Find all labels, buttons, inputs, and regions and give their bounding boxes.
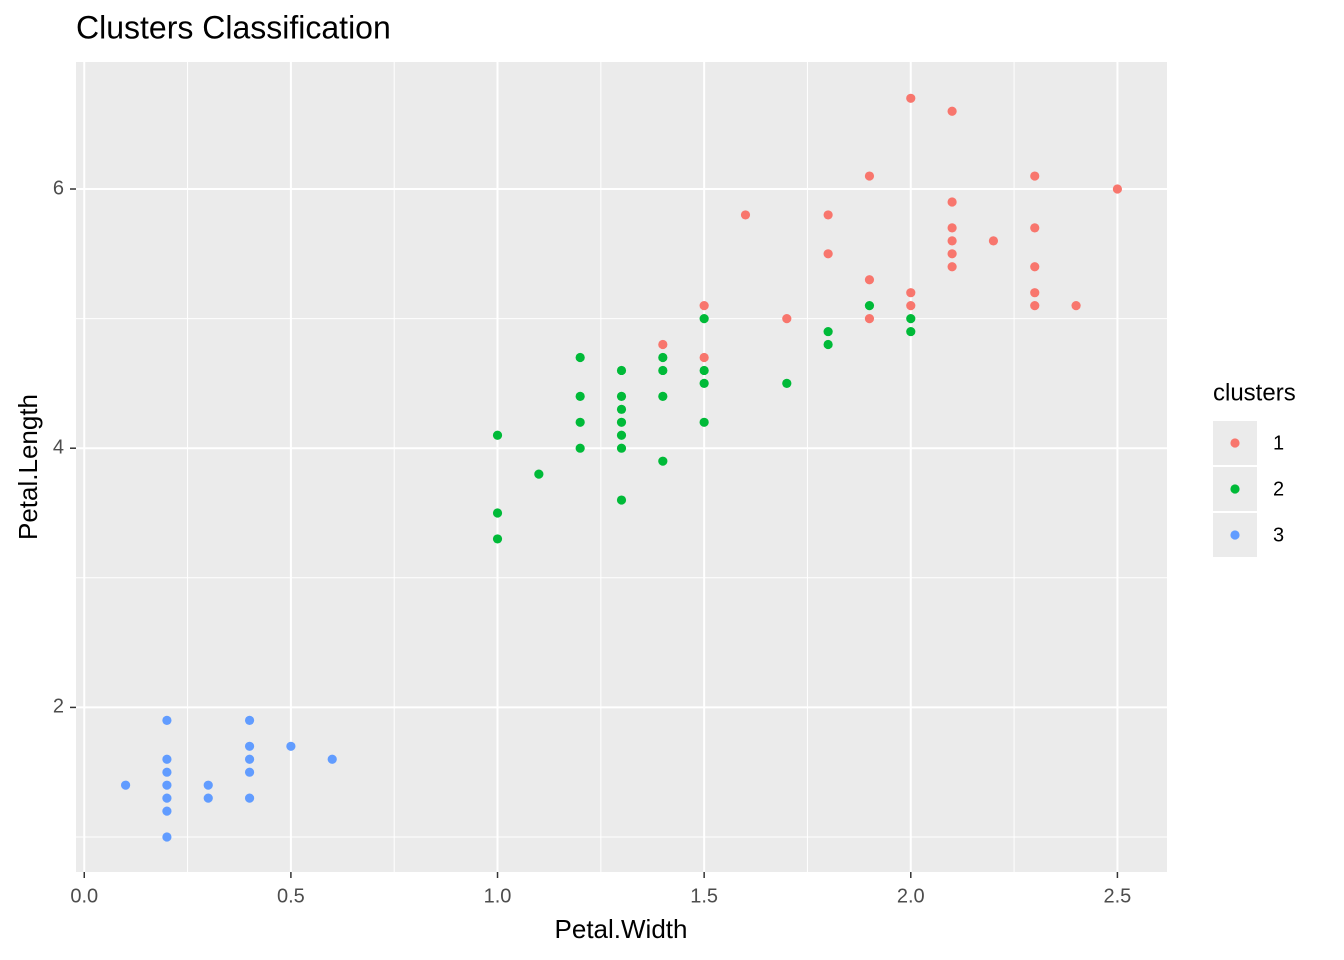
x-tick-label: 2.5: [1104, 885, 1132, 907]
point: [162, 715, 172, 725]
point: [699, 378, 709, 389]
point: [906, 326, 916, 337]
point: [864, 301, 875, 311]
point: [658, 391, 668, 401]
point: [492, 534, 503, 544]
point: [162, 832, 172, 842]
point: [492, 430, 503, 440]
point: [658, 456, 668, 466]
point: [823, 339, 833, 350]
point: [782, 378, 792, 389]
x-axis-title: Petal.Width: [555, 914, 688, 944]
point: [699, 417, 709, 427]
point: [1030, 288, 1040, 298]
point: [616, 365, 627, 376]
point: [658, 352, 668, 363]
point: [1112, 184, 1123, 194]
point: [575, 443, 585, 453]
point: [699, 352, 709, 363]
point: [1071, 301, 1081, 311]
legend-label: 1: [1273, 432, 1284, 454]
plot-panel: [76, 62, 1167, 872]
point: [162, 793, 172, 803]
point: [244, 767, 255, 777]
point: [823, 249, 833, 259]
point: [286, 741, 296, 751]
legend-title: clusters: [1213, 379, 1296, 406]
point: [575, 352, 585, 363]
point: [575, 391, 585, 401]
point: [864, 275, 875, 285]
point: [162, 754, 172, 764]
point: [534, 469, 544, 479]
x-tick-label: 2.0: [897, 885, 925, 907]
point: [823, 210, 833, 220]
point: [162, 806, 172, 816]
point: [947, 262, 957, 272]
point: [616, 443, 627, 453]
point: [492, 508, 503, 518]
point: [244, 715, 255, 725]
legend-label: 2: [1273, 478, 1284, 500]
legend-marker: [1230, 438, 1240, 448]
point: [740, 210, 751, 220]
legend-marker: [1230, 484, 1240, 494]
point: [947, 106, 957, 116]
point: [864, 171, 875, 181]
point: [782, 314, 792, 324]
point: [616, 404, 627, 414]
point: [244, 754, 255, 764]
x-tick-label: 1.5: [690, 885, 718, 907]
legend-label: 3: [1273, 524, 1284, 546]
point: [1030, 301, 1040, 311]
point: [906, 288, 916, 298]
point: [203, 793, 213, 803]
x-tick-label: 0.0: [70, 885, 98, 907]
point: [658, 339, 668, 350]
point: [1030, 171, 1040, 181]
point: [162, 767, 172, 777]
point: [823, 326, 833, 337]
point: [947, 236, 957, 246]
point: [988, 236, 999, 246]
point: [947, 249, 957, 259]
y-tick-label: 2: [53, 696, 64, 718]
point: [864, 314, 875, 324]
point: [1030, 223, 1040, 233]
point: [244, 741, 255, 751]
point: [699, 301, 709, 311]
point: [658, 365, 668, 376]
y-tick-label: 6: [53, 177, 64, 199]
point: [120, 780, 131, 790]
y-tick-label: 4: [53, 436, 64, 458]
point: [203, 780, 213, 790]
point: [616, 430, 627, 440]
point: [699, 314, 709, 324]
x-tick-label: 0.5: [277, 885, 305, 907]
point: [906, 301, 916, 311]
point: [906, 93, 916, 103]
point: [244, 793, 255, 803]
point: [616, 417, 627, 427]
point: [906, 314, 916, 324]
point: [699, 365, 709, 376]
point: [616, 495, 627, 505]
chart-title: Clusters Classification: [76, 9, 391, 45]
point: [1030, 262, 1040, 272]
point: [575, 417, 585, 427]
legend-marker: [1230, 530, 1240, 540]
point: [947, 223, 957, 233]
point: [327, 754, 337, 764]
x-tick-label: 1.0: [484, 885, 512, 907]
point: [616, 391, 627, 401]
point: [162, 780, 172, 790]
y-axis-title: Petal.Length: [13, 394, 43, 540]
point: [947, 197, 957, 207]
